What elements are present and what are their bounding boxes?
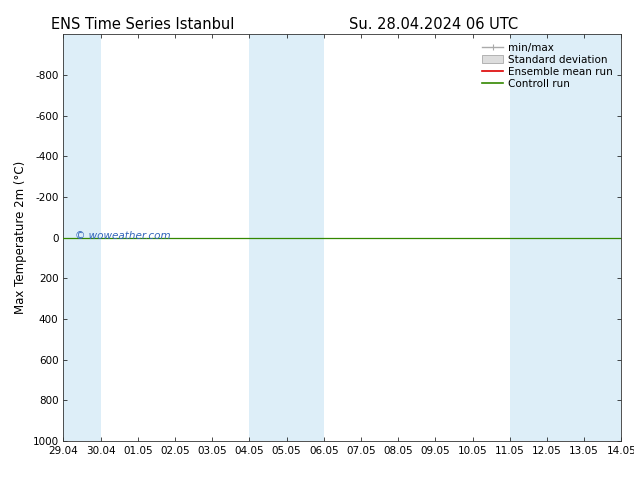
- Text: ENS Time Series Istanbul: ENS Time Series Istanbul: [51, 17, 235, 32]
- Text: © woweather.com: © woweather.com: [75, 231, 170, 241]
- Bar: [63, 34, 101, 441]
- Text: Su. 28.04.2024 06 UTC: Su. 28.04.2024 06 UTC: [349, 17, 518, 32]
- Bar: [510, 34, 621, 441]
- Legend: min/max, Standard deviation, Ensemble mean run, Controll run: min/max, Standard deviation, Ensemble me…: [479, 40, 616, 92]
- Y-axis label: Max Temperature 2m (°C): Max Temperature 2m (°C): [14, 161, 27, 314]
- Bar: [249, 34, 324, 441]
